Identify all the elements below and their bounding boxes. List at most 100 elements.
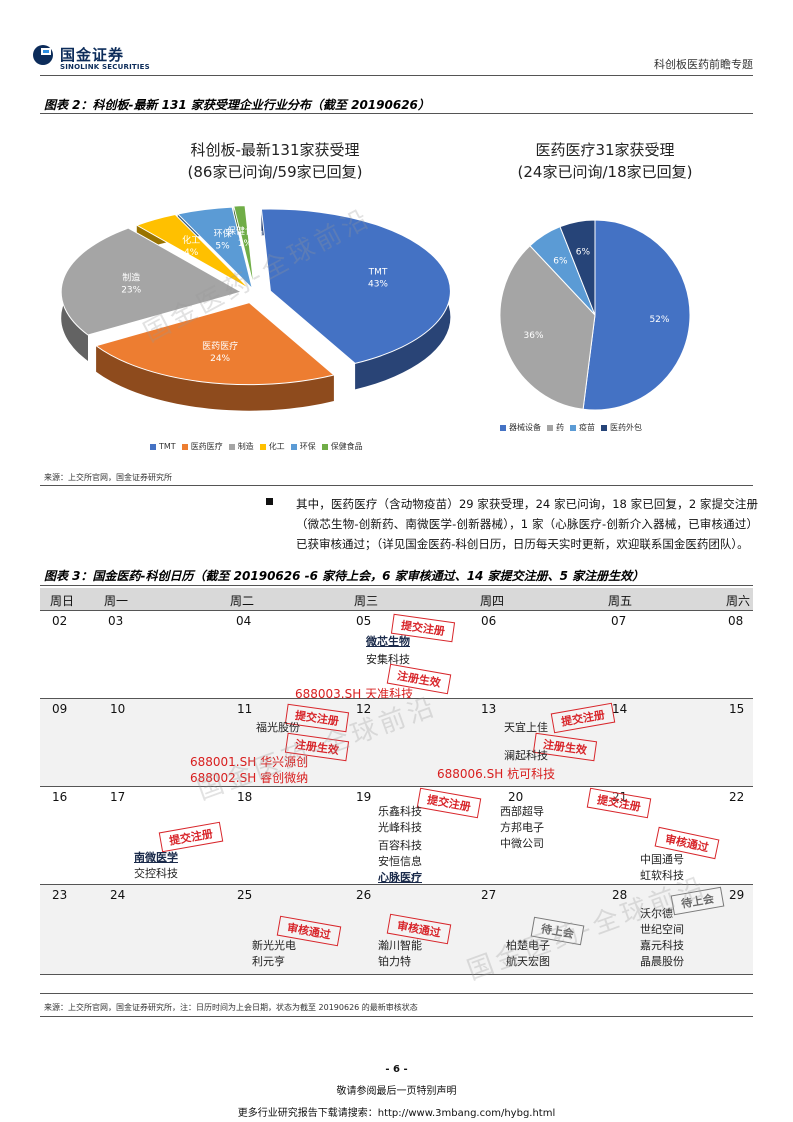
legend-label: 药: [556, 423, 564, 432]
day-cell: 26: [356, 888, 372, 902]
legend-label: 保健食品: [330, 442, 363, 451]
pie-slice-percent-label: 43%: [368, 280, 388, 290]
legend-swatch: [150, 443, 156, 450]
company-name: 光峰科技: [378, 821, 422, 834]
pie-slice-percent-label: 23%: [121, 285, 141, 295]
pie-slice: [499, 245, 596, 410]
figure-3-caption: 图表 3：国金医药-科创日历（截至 20190626 -6 家待上会，6 家审核…: [44, 569, 645, 583]
company-name: 嘉元科技: [640, 939, 684, 952]
day-cell: 16: [52, 790, 68, 804]
day-cell: 28: [612, 888, 628, 902]
pie-1-title: 科创板-最新131家获受理 (86家已问询/59家已回复): [155, 139, 395, 183]
calendar-week-2: 09 10 11 12 13 14 15 提交注册 福光股份 注册生效 6880…: [40, 698, 753, 786]
stamp-submit: 提交注册: [158, 821, 224, 853]
pie-2-title-line: 医药医疗31家获受理: [535, 141, 675, 159]
day-cell: 22: [729, 790, 745, 804]
disclaimer-note: 敬请参阅最后一页特别声明: [336, 1086, 457, 1097]
weekday-fri: 周五: [608, 594, 633, 608]
day-cell: 11: [237, 702, 253, 716]
pie-slice: [260, 208, 451, 364]
header-rule: [40, 75, 753, 76]
pie-slice-side: [96, 345, 334, 411]
day-cell: 02: [52, 614, 68, 628]
figure-2-top-rule: [40, 113, 753, 114]
company-name: 乐鑫科技: [378, 805, 422, 818]
company-name: 利元亨: [252, 955, 285, 968]
weekday-sun: 周日: [50, 594, 75, 608]
pie-slice-percent-label: 6%: [553, 256, 568, 266]
legend-swatch: [321, 443, 328, 450]
day-cell: 27: [481, 888, 497, 902]
legend-swatch: [181, 443, 188, 450]
company-name: 沃尔德: [640, 907, 673, 920]
day-cell: 08: [728, 614, 744, 628]
legend-swatch: [547, 424, 553, 431]
pie-slice-percent-label: 36%: [524, 331, 544, 341]
company-name: 瀚川智能: [378, 939, 422, 952]
weekday-mon: 周一: [104, 594, 129, 608]
pie-slice-category-label: 保健食品: [227, 225, 263, 237]
legend-swatch: [500, 424, 506, 431]
pie-slice-category-label: 化工: [182, 234, 200, 246]
weekday-sat: 周六: [726, 594, 751, 608]
legend-item: 保健食品: [321, 442, 363, 451]
company-name: 中国通号: [640, 853, 684, 866]
day-cell: 20: [508, 790, 524, 804]
company-link[interactable]: 微芯生物: [366, 635, 410, 648]
company-name: 澜起科技: [504, 749, 548, 762]
download-link[interactable]: 更多行业研究报告下载请搜索：http://www.3mbang.com/hybg…: [237, 1108, 556, 1119]
legend-item: 医药医疗: [181, 442, 223, 451]
legend-label: 制造: [237, 442, 254, 451]
stamp-submit: 提交注册: [550, 702, 616, 734]
pie-slice-percent-label: 24%: [210, 354, 230, 364]
company-name: 铂力特: [378, 955, 411, 968]
legend-item: 化工: [259, 442, 285, 451]
pie-slice-category-label: 医药医疗: [202, 340, 238, 352]
pie-slice-category-label: 制造: [122, 271, 140, 283]
calendar-footer-row: [40, 974, 753, 994]
day-cell: 23: [52, 888, 68, 902]
listed-company: 688002.SH 睿创微纳: [190, 771, 309, 785]
company-name: 交控科技: [134, 867, 178, 880]
legend-swatch: [570, 424, 576, 431]
company-name: 中微公司: [500, 837, 544, 850]
company-name: 虹软科技: [640, 869, 684, 882]
company-name: 世纪空间: [640, 923, 684, 936]
company-link[interactable]: 心脉医疗: [378, 871, 422, 884]
pie-slice-category-label: 环保: [214, 228, 232, 240]
pie-slice: [559, 219, 596, 316]
legend-swatch: [290, 443, 297, 450]
pie-1-title-line: 科创板-最新131家获受理: [190, 141, 360, 159]
pie-slice-category-label: TMT: [368, 268, 388, 278]
page-number: - 6 -: [385, 1064, 408, 1075]
legend-swatch: [601, 424, 607, 431]
report-topic: 科创板医药前瞻专题: [654, 58, 753, 71]
legend-label: 疫苗: [579, 423, 595, 432]
company-name: 西部超导: [500, 805, 544, 818]
pie-1-legend: TMT 医药医疗 制造 化工 环保 保健食品: [150, 441, 369, 452]
pie-slice-percent-label: 6%: [576, 248, 591, 258]
day-cell: 21: [612, 790, 628, 804]
legend-label: 环保: [299, 442, 316, 451]
company-name: 福光股份: [256, 721, 300, 734]
day-cell: 15: [729, 702, 745, 716]
legend-swatch: [228, 443, 235, 450]
legend-item: 医药外包: [601, 423, 642, 432]
pie-slice: [582, 219, 691, 411]
weekday-thu: 周四: [480, 594, 505, 608]
company-name: 航天宏图: [506, 955, 550, 968]
stamp-submit: 提交注册: [586, 787, 652, 819]
company-name: 新光光电: [252, 939, 296, 952]
legend-item: 药: [547, 423, 564, 432]
legend-label: 器械设备: [509, 423, 541, 432]
calendar-weekday-header: 周日 周一 周二 周三 周四 周五 周六: [40, 588, 753, 610]
company-link[interactable]: 南微医学: [134, 851, 178, 864]
pie-2-legend: 器械设备 药 疫苗 医药外包: [500, 422, 648, 433]
legend-item: 器械设备: [500, 423, 541, 432]
pie-slice: [135, 213, 251, 290]
pie-slice-percent-label: 4%: [184, 248, 199, 258]
brand-name-cn: 国金证券: [60, 46, 125, 64]
legend-label: 化工: [268, 442, 285, 451]
pie-slice: [94, 302, 336, 386]
weekday-tue: 周二: [230, 594, 255, 608]
